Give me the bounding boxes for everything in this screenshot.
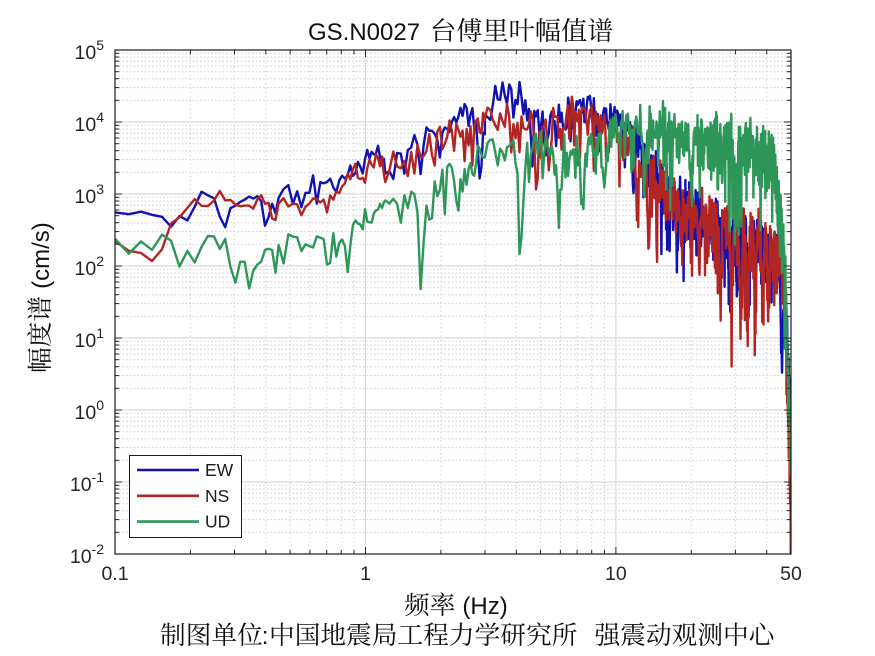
svg-text:50: 50 xyxy=(780,563,802,585)
svg-text:UD: UD xyxy=(205,512,230,532)
svg-text::: : xyxy=(262,623,269,650)
svg-text:0.1: 0.1 xyxy=(101,563,128,585)
svg-text:NS: NS xyxy=(205,486,229,506)
svg-text:10: 10 xyxy=(605,563,627,585)
svg-text:GS.N0027: GS.N0027 xyxy=(308,19,420,46)
svg-text:(Hz): (Hz) xyxy=(462,593,507,620)
svg-text:(cm/s): (cm/s) xyxy=(28,222,55,289)
svg-text:EW: EW xyxy=(205,460,234,480)
svg-text:1: 1 xyxy=(360,563,371,585)
